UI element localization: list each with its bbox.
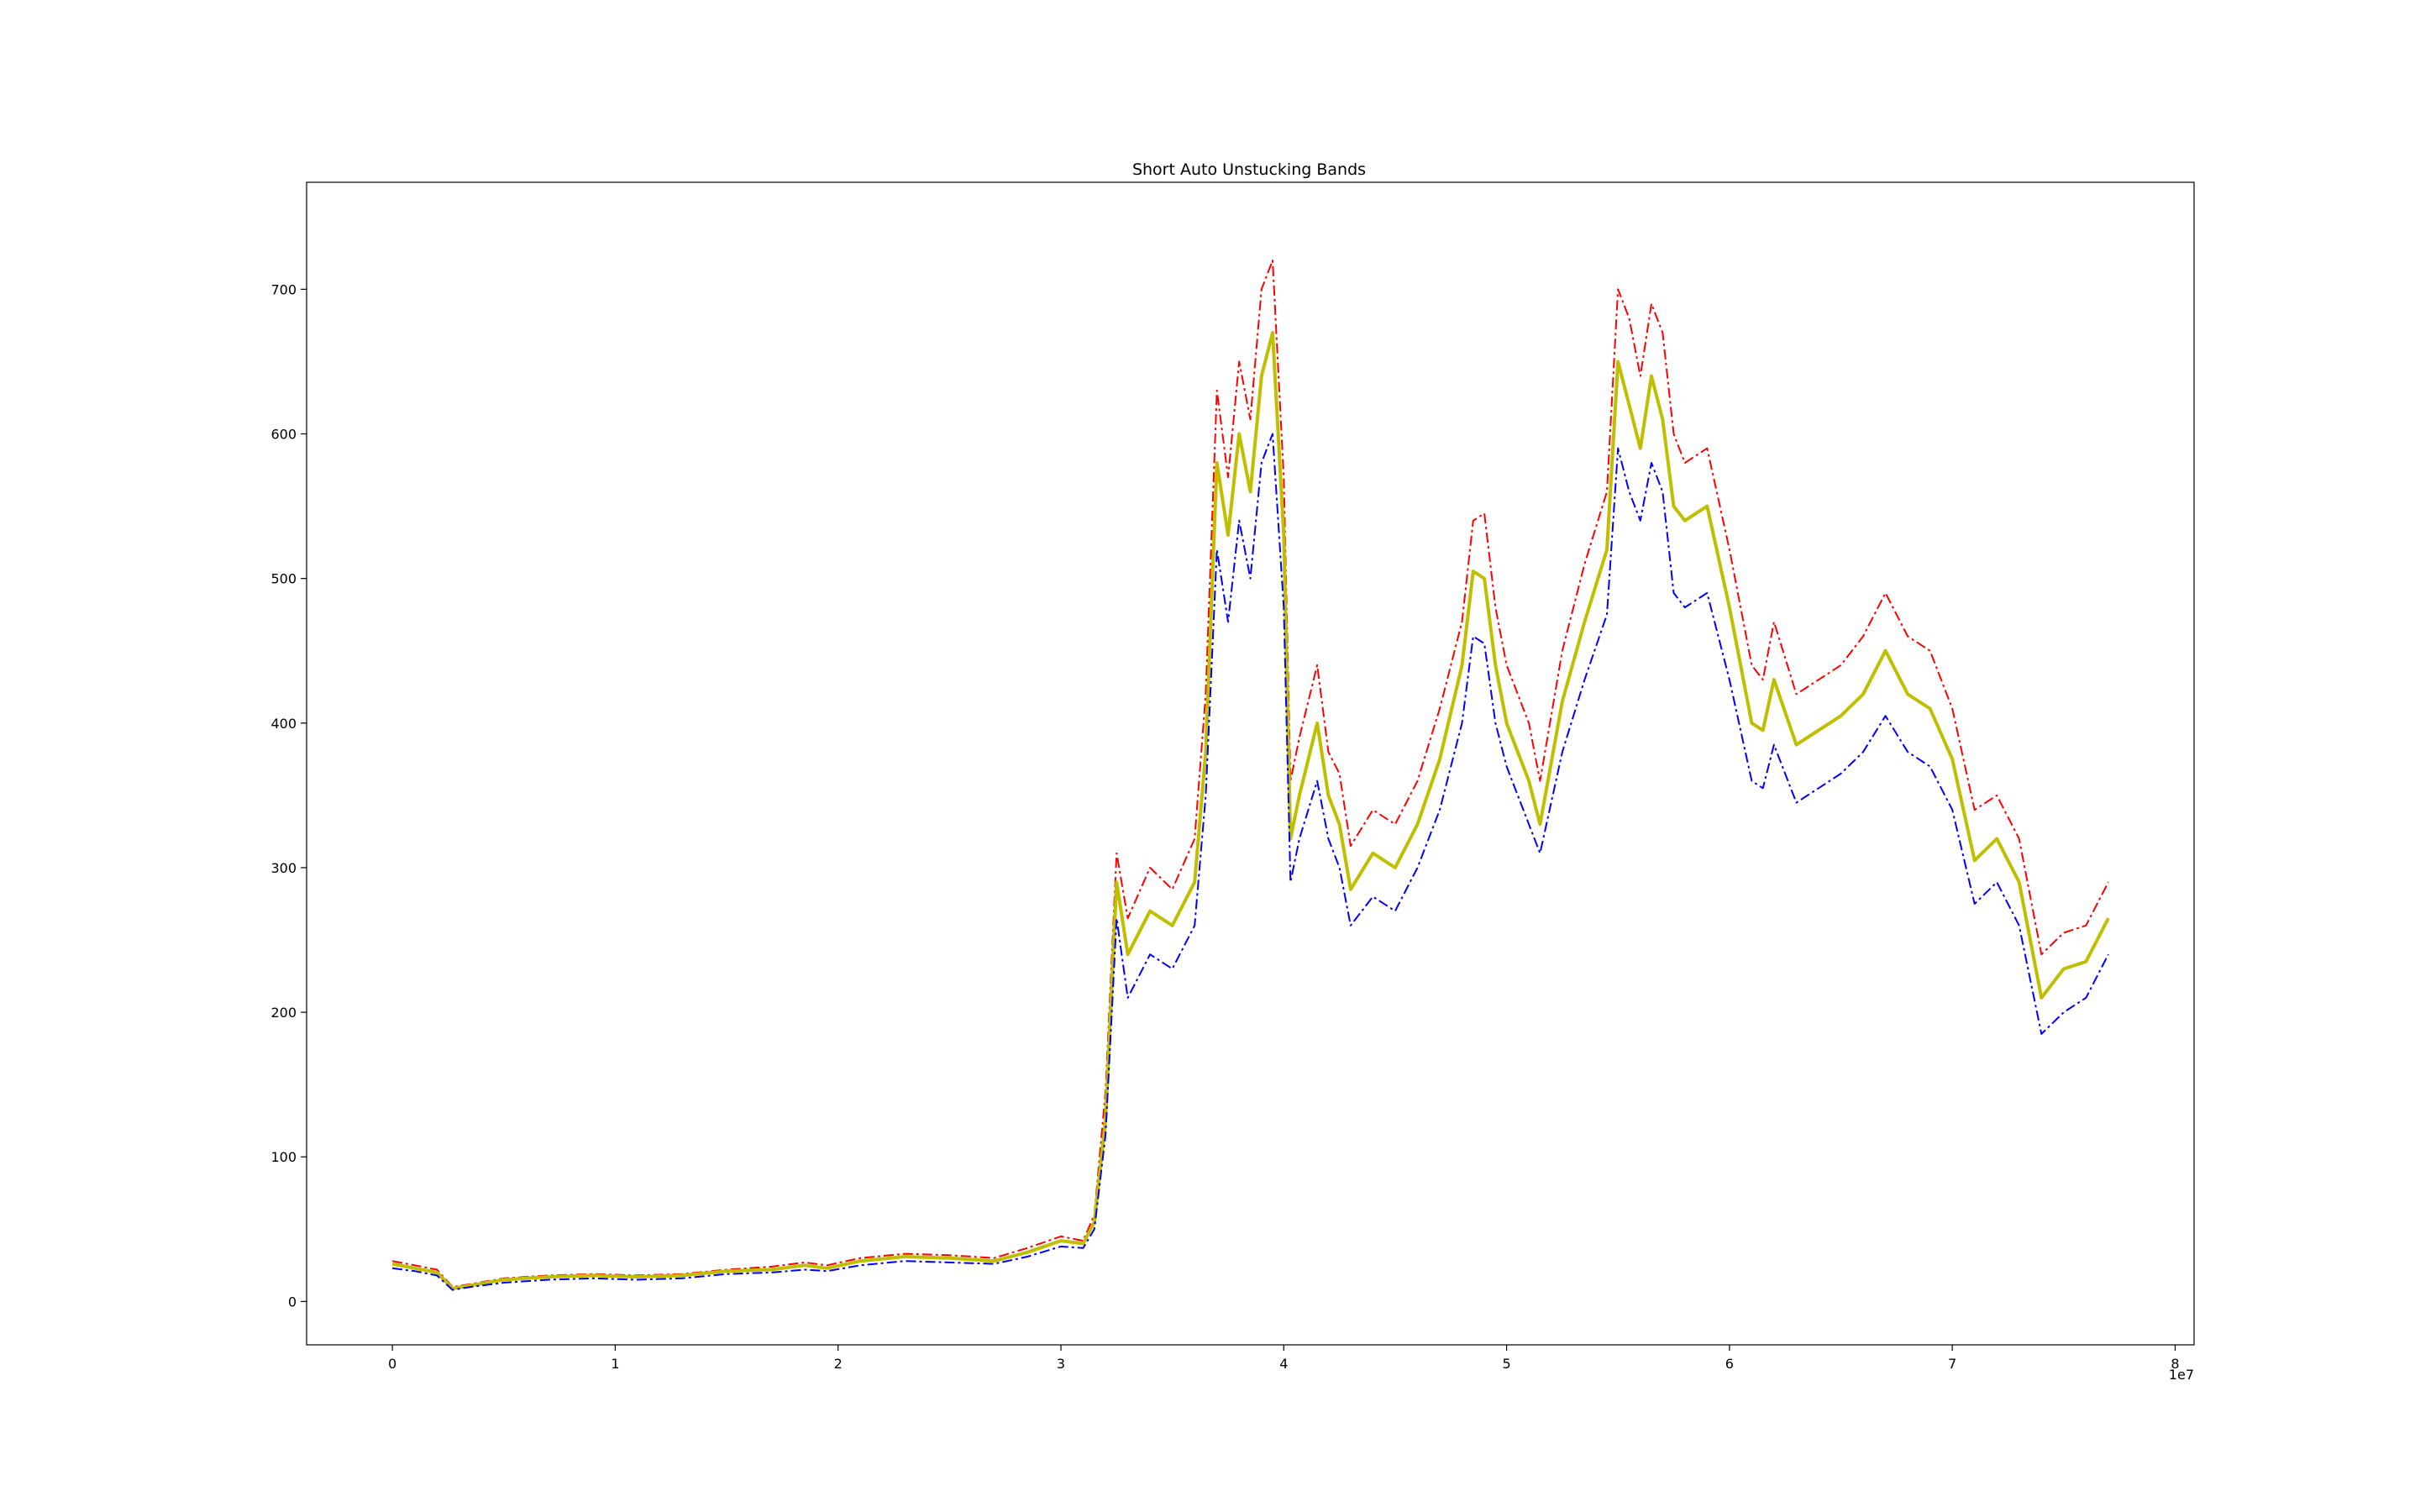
axes-frame xyxy=(306,181,2195,1346)
x-tick-label: 1 xyxy=(611,1356,619,1372)
y-tick-label: 100 xyxy=(270,1149,297,1165)
x-tick-label: 5 xyxy=(1502,1356,1510,1372)
x-axis: 0 1 2 3 4 5 6 7 8 xyxy=(388,1345,2180,1372)
y-tick-label: 0 xyxy=(288,1294,297,1310)
y-tick-label: 600 xyxy=(270,427,297,443)
x-tick-label: 2 xyxy=(834,1356,843,1372)
x-tick-label: 3 xyxy=(1057,1356,1065,1372)
y-tick-label: 400 xyxy=(270,716,297,732)
chart-title: Short Auto Unstucking Bands xyxy=(1132,160,1366,179)
y-tick-label: 200 xyxy=(270,1005,297,1021)
x-axis-offset-label: 1e7 xyxy=(2169,1367,2194,1383)
series-layer xyxy=(391,260,2110,1291)
series-line-upper xyxy=(391,260,2109,1289)
series-line-middle xyxy=(391,331,2110,1290)
x-tick-label: 6 xyxy=(1725,1356,1734,1372)
x-tick-label: 4 xyxy=(1279,1356,1288,1372)
series-line-lower xyxy=(391,433,2109,1291)
y-tick-label: 300 xyxy=(270,860,297,876)
x-tick-label: 7 xyxy=(1948,1356,1956,1372)
y-tick-label: 700 xyxy=(270,281,297,297)
x-tick-label: 8 xyxy=(2171,1356,2179,1372)
y-tick-label: 500 xyxy=(270,571,297,587)
x-tick-label: 0 xyxy=(388,1356,396,1372)
y-axis: 0 100 200 300 400 500 600 700 xyxy=(270,281,307,1310)
